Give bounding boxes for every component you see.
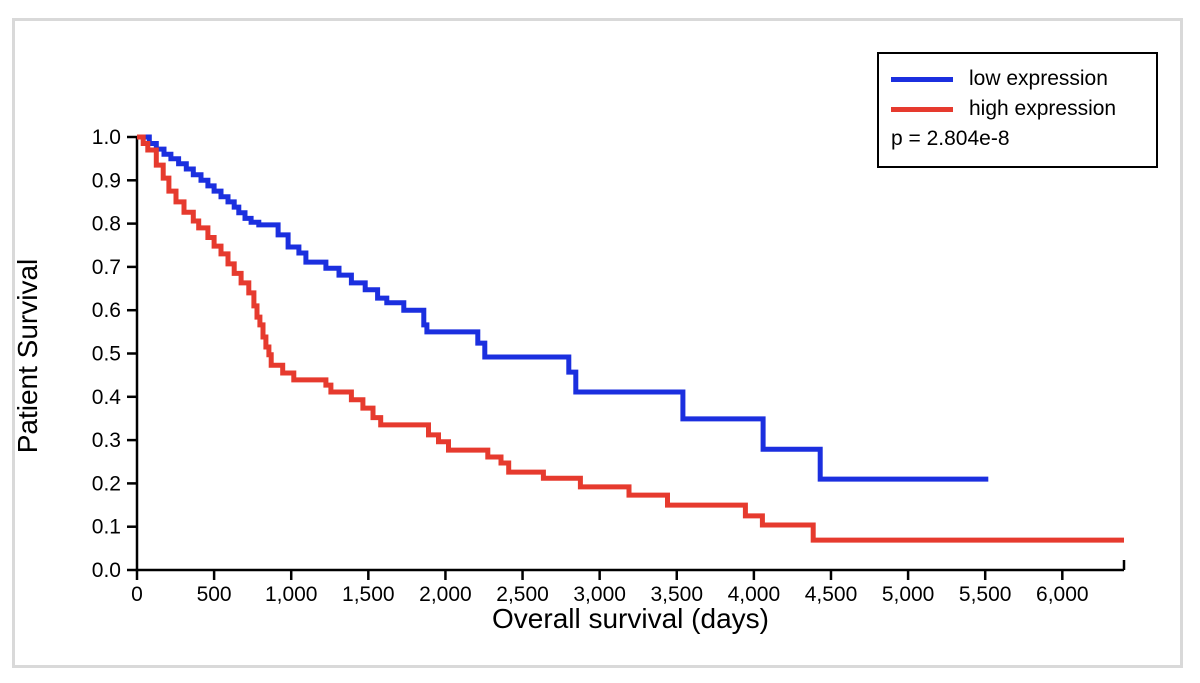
y-tick-label: 0.1 xyxy=(92,516,121,539)
y-tick-label: 0.0 xyxy=(92,559,121,582)
x-tick-label: 1,000 xyxy=(265,583,318,606)
x-tick-label: 1,500 xyxy=(342,583,395,606)
y-tick-label: 0.5 xyxy=(92,343,121,366)
x-tick-label: 6,000 xyxy=(1036,583,1089,606)
survival-curve-low-expression xyxy=(137,134,989,482)
x-tick-label: 2,000 xyxy=(419,583,472,606)
y-tick-label: 0.7 xyxy=(92,256,121,279)
y-tick-label: 0.3 xyxy=(92,429,121,452)
y-tick-label: 0.4 xyxy=(92,386,122,409)
x-tick-label: 4,000 xyxy=(728,583,781,606)
legend-entry-low: low expression xyxy=(891,64,1148,94)
survival-curve-high-expression xyxy=(137,134,1124,543)
legend-swatch-high-expression xyxy=(891,106,953,112)
x-tick-label: 3,000 xyxy=(573,583,626,606)
y-tick-label: 0.9 xyxy=(92,169,121,192)
x-tick-label: 2,500 xyxy=(496,583,549,606)
x-tick-label: 4,500 xyxy=(805,583,858,606)
legend-entry-high: high expression xyxy=(891,94,1148,124)
x-axis-title: Overall survival (days) xyxy=(492,603,769,634)
legend-label-high-expression: high expression xyxy=(969,97,1117,120)
x-tick-label: 0 xyxy=(131,583,143,606)
p-value-text: p = 2.804e-8 xyxy=(891,127,1010,150)
legend-swatch-low-expression xyxy=(891,76,953,82)
y-tick-label: 0.2 xyxy=(92,472,121,495)
y-tick-label: 0.8 xyxy=(92,213,121,236)
legend-box: low expression high expression p = 2.804… xyxy=(877,52,1158,168)
x-tick-label: 500 xyxy=(197,583,232,606)
x-tick-label: 5,500 xyxy=(959,583,1012,606)
y-axis-title: Patient Survival xyxy=(12,258,43,454)
y-tick-label: 0.6 xyxy=(92,299,121,322)
legend-label-low-expression: low expression xyxy=(969,67,1108,90)
y-tick-label: 1.0 xyxy=(92,126,121,149)
x-tick-label: 3,500 xyxy=(650,583,703,606)
x-tick-label: 5,000 xyxy=(882,583,935,606)
